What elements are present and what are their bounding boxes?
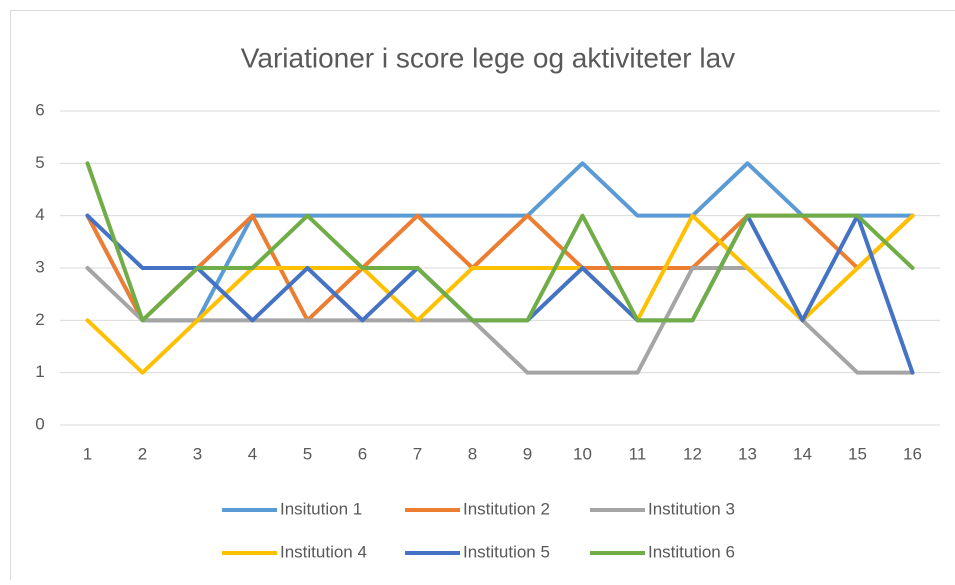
y-tick-label: 5 — [35, 153, 44, 172]
legend-label: Institution 6 — [648, 542, 735, 561]
legend-label: Insitution 1 — [280, 499, 362, 518]
y-tick-label: 1 — [35, 362, 44, 381]
x-tick-label: 3 — [193, 444, 202, 463]
x-tick-label: 5 — [303, 444, 312, 463]
x-tick-label: 11 — [629, 444, 647, 463]
x-tick-label: 8 — [468, 444, 477, 463]
legend-label: Institution 3 — [648, 499, 735, 518]
x-tick-label: 13 — [738, 444, 757, 463]
x-tick-label: 14 — [793, 444, 812, 463]
chart-title: Variationer i score lege og aktiviteter … — [241, 42, 735, 73]
x-tick-label: 1 — [83, 444, 92, 463]
legend-label: Institution 4 — [280, 542, 367, 561]
x-tick-label: 15 — [848, 444, 867, 463]
x-tick-label: 7 — [413, 444, 422, 463]
y-tick-label: 6 — [35, 100, 44, 119]
y-tick-label: 2 — [35, 310, 44, 329]
chart-frame — [11, 11, 955, 581]
x-tick-label: 10 — [573, 444, 592, 463]
x-tick-label: 2 — [138, 444, 147, 463]
legend-label: Institution 2 — [463, 499, 550, 518]
legend-label: Institution 5 — [463, 542, 550, 561]
y-tick-label: 4 — [35, 205, 44, 224]
x-tick-label: 6 — [358, 444, 367, 463]
x-tick-label: 16 — [903, 444, 922, 463]
x-tick-label: 4 — [248, 444, 257, 463]
y-tick-label: 3 — [35, 257, 44, 276]
x-tick-label: 12 — [683, 444, 702, 463]
x-tick-label: 9 — [523, 444, 532, 463]
y-tick-label: 0 — [35, 414, 44, 433]
